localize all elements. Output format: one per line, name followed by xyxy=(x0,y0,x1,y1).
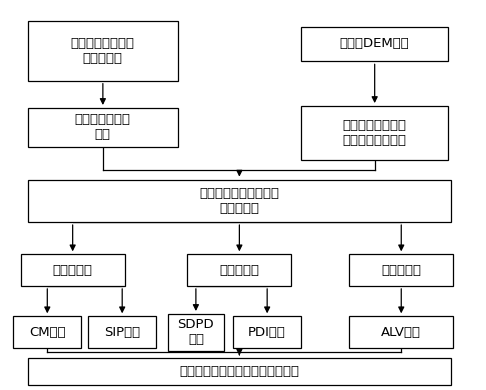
FancyBboxPatch shape xyxy=(28,179,451,222)
FancyBboxPatch shape xyxy=(301,106,449,160)
Text: CM指标: CM指标 xyxy=(29,326,66,339)
Text: SDPD
指标: SDPD 指标 xyxy=(177,318,214,346)
Text: 高精度遥感或无人
机遥感影像: 高精度遥感或无人 机遥感影像 xyxy=(71,37,135,65)
Text: 空间关联度: 空间关联度 xyxy=(381,264,421,277)
Text: 不同汇流累计流量
的子流域空间信息: 不同汇流累计流量 的子流域空间信息 xyxy=(343,119,407,147)
FancyBboxPatch shape xyxy=(21,254,124,286)
FancyBboxPatch shape xyxy=(349,254,453,286)
Text: 信息表达度: 信息表达度 xyxy=(219,264,260,277)
Text: ALV指标: ALV指标 xyxy=(381,326,421,339)
FancyBboxPatch shape xyxy=(168,314,224,351)
Text: 高精度DEM数据: 高精度DEM数据 xyxy=(340,37,410,50)
FancyBboxPatch shape xyxy=(188,254,291,286)
FancyBboxPatch shape xyxy=(88,316,156,348)
FancyBboxPatch shape xyxy=(28,21,178,81)
Text: 群发性滑坡空间
信息: 群发性滑坡空间 信息 xyxy=(75,113,131,141)
Text: PDI指标: PDI指标 xyxy=(248,326,286,339)
FancyBboxPatch shape xyxy=(349,316,453,348)
Text: 群发性滑坡的空间尺度适宜性选择: 群发性滑坡的空间尺度适宜性选择 xyxy=(179,365,299,378)
FancyBboxPatch shape xyxy=(301,27,449,61)
Text: 滑坡和小流域空间信息
叠加与计算: 滑坡和小流域空间信息 叠加与计算 xyxy=(199,187,279,215)
FancyBboxPatch shape xyxy=(233,316,301,348)
FancyBboxPatch shape xyxy=(28,358,451,385)
Text: SIP指标: SIP指标 xyxy=(104,326,140,339)
FancyBboxPatch shape xyxy=(28,108,178,147)
FancyBboxPatch shape xyxy=(14,316,81,348)
Text: 位置表达度: 位置表达度 xyxy=(52,264,93,277)
